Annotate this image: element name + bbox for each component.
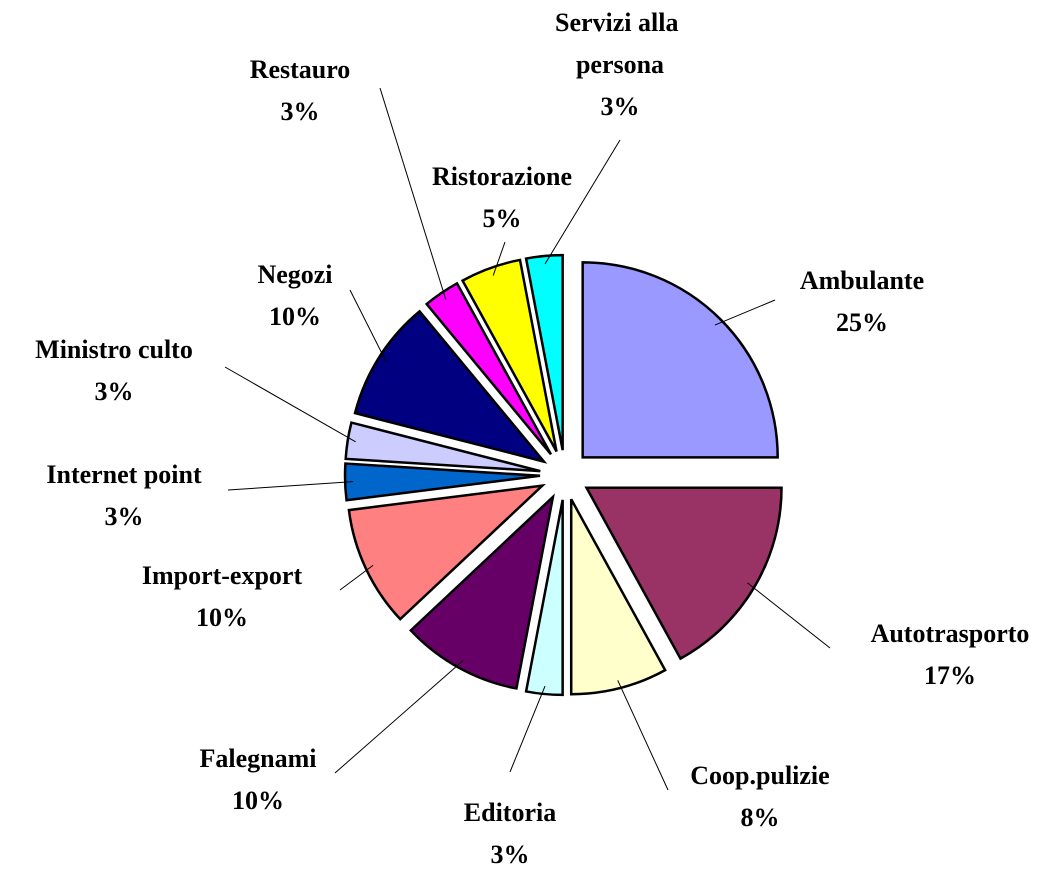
leader-line: [224, 366, 356, 443]
slice-label: Ambulante: [800, 266, 924, 295]
slice-percent: 3%: [601, 92, 640, 121]
slice-percent: 8%: [741, 803, 780, 832]
slice-percent: 10%: [232, 786, 284, 815]
pie-slice: [460, 258, 558, 453]
pie-slice: [353, 309, 548, 464]
pie-slice: [569, 498, 667, 696]
slice-label: Restauro: [250, 55, 351, 84]
pie-slice: [409, 493, 555, 690]
slice-label: Servizi alla persona: [555, 8, 685, 79]
pie-slice: [344, 421, 541, 473]
pie-slice: [524, 253, 564, 451]
leader-line: [339, 564, 374, 591]
pie-slice: [347, 483, 547, 621]
label-line: persona: [576, 50, 664, 79]
slice-percent: 3%: [95, 377, 134, 406]
slice-label: Internet point: [46, 460, 202, 489]
leader-line: [544, 139, 621, 265]
pie-slice: [581, 261, 779, 459]
leader-line: [492, 241, 506, 276]
slice-label: Editoria: [464, 798, 556, 827]
pie-slice: [424, 281, 553, 456]
leader-line: [747, 582, 831, 649]
pie-slice: [584, 486, 783, 661]
slice-percent: 3%: [105, 502, 144, 531]
slice-label: Ristorazione: [432, 162, 572, 191]
slice-percent: 3%: [281, 97, 320, 126]
leader-line: [334, 660, 464, 774]
slice-label: Falegnami: [200, 744, 317, 773]
slice-percent: 25%: [836, 308, 888, 337]
leader-line: [617, 680, 669, 791]
slice-percent: 5%: [483, 204, 522, 233]
pie-slice: [524, 499, 564, 697]
leader-line: [227, 481, 354, 491]
slice-label: Import-export: [142, 561, 303, 590]
slice-label: Coop.pulizie: [690, 761, 829, 790]
slice-percent: 17%: [924, 661, 976, 690]
slice-percent: 10%: [269, 302, 321, 331]
slice-percent: 3%: [491, 840, 530, 869]
leader-line: [349, 289, 387, 362]
leader-line: [509, 685, 546, 773]
leader-line: [714, 299, 776, 326]
slice-label: Ministro culto: [35, 335, 193, 364]
label-line: Servizi alla: [555, 8, 685, 37]
slice-label: Negozi: [257, 260, 332, 289]
slice-percent: 10%: [196, 603, 248, 632]
leader-line: [379, 87, 447, 300]
slice-label: Autotrasporto: [871, 619, 1030, 648]
